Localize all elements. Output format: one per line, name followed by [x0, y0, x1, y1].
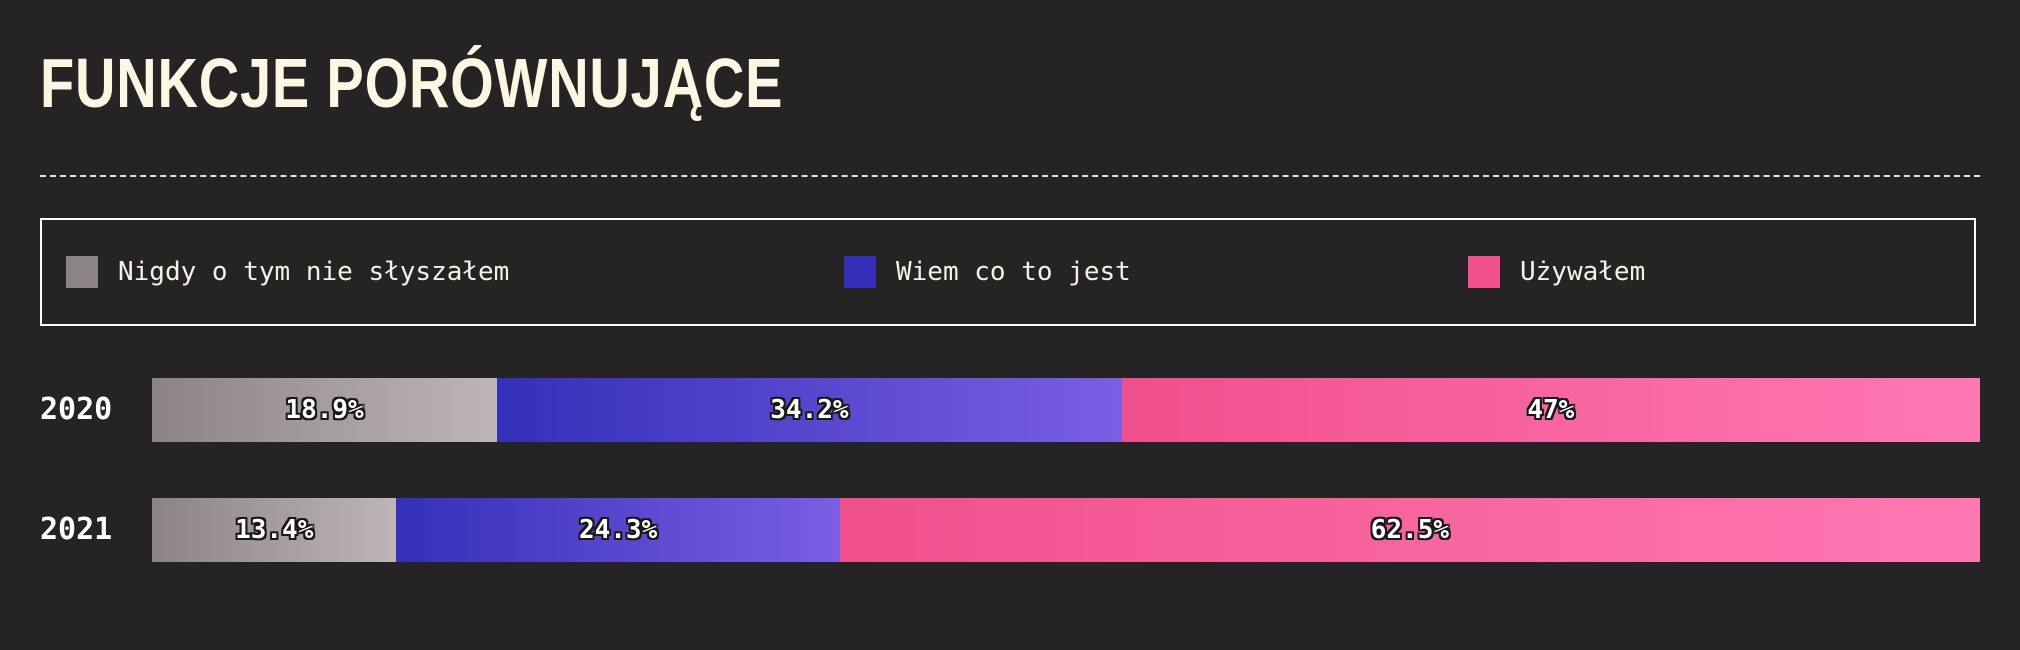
bar-segment-2020-never-heard: 18.9%: [152, 378, 498, 442]
legend-label-know-it: Wiem co to jest: [896, 257, 1131, 287]
row-label-2020: 2020: [40, 392, 113, 427]
legend-swatch-know-it: [844, 256, 876, 288]
bar-segment-2020-used-it: 47%: [1121, 378, 1980, 442]
bar-segment-2021-used-it: 62.5%: [839, 498, 1980, 562]
data-label-2021-know-it: 24.3%: [578, 515, 658, 545]
data-label-2020-know-it: 34.2%: [770, 395, 849, 425]
legend-item-used-it: Używałem: [1468, 256, 1645, 288]
bar-segment-2021-never-heard: 13.4%: [152, 498, 397, 562]
bar-row-2021: 2021 13.4% 24.3% 62.5%: [40, 498, 1980, 562]
legend-label-used-it: Używałem: [1520, 257, 1646, 287]
bar-row-2020: 2020 18.9% 34.2% 47%: [40, 378, 1980, 442]
stacked-bar-2021: 13.4% 24.3% 62.5%: [152, 498, 1980, 562]
legend-item-never-heard: Nigdy o tym nie słyszałem: [66, 256, 509, 288]
title-divider: [40, 175, 1980, 177]
bar-segment-2021-know-it: 24.3%: [396, 498, 840, 562]
data-label-2021-used-it: 62.5%: [1370, 515, 1450, 545]
legend-label-never-heard: Nigdy o tym nie słyszałem: [118, 257, 510, 287]
legend: Nigdy o tym nie słyszałem Wiem co to jes…: [40, 218, 1976, 326]
bar-segment-2020-know-it: 34.2%: [497, 378, 1122, 442]
row-label-2021: 2021: [40, 512, 113, 547]
data-label-2020-used-it: 47%: [1527, 395, 1575, 425]
data-label-2021-never-heard: 13.4%: [235, 515, 314, 545]
legend-swatch-never-heard: [66, 256, 98, 288]
legend-item-know-it: Wiem co to jest: [844, 256, 1131, 288]
chart-title: FUNKCJE PORÓWNUJĄCE: [40, 44, 784, 122]
stacked-bar-2020: 18.9% 34.2% 47%: [152, 378, 1980, 442]
data-label-2020-never-heard: 18.9%: [285, 395, 364, 425]
legend-swatch-used-it: [1468, 256, 1500, 288]
